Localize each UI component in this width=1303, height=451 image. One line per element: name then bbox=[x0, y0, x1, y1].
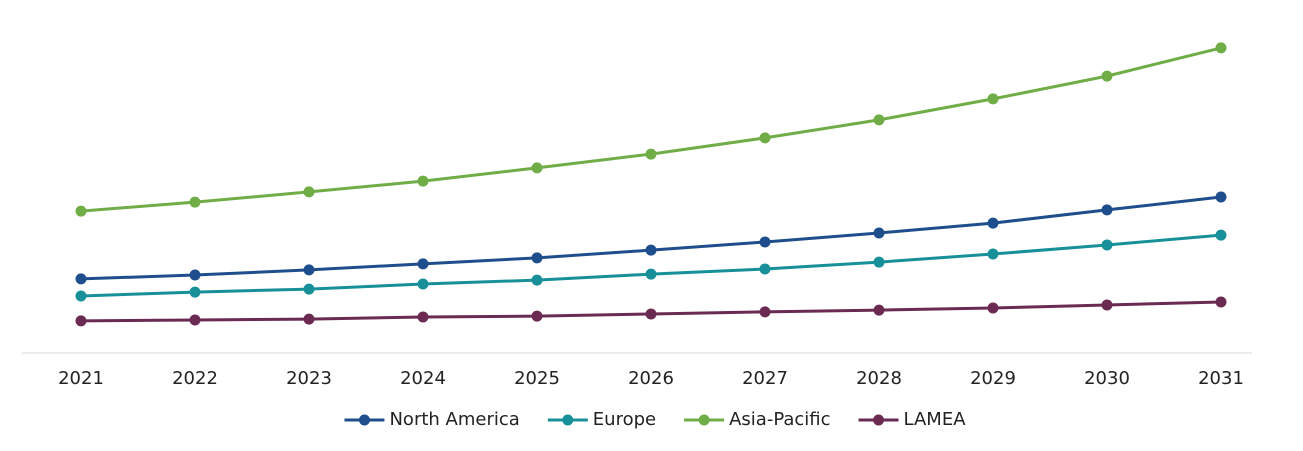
legend-label: North America bbox=[389, 409, 519, 430]
data-point bbox=[645, 244, 657, 256]
legend-label: Asia-Pacific bbox=[729, 409, 830, 430]
data-point bbox=[873, 256, 885, 268]
x-tick-label: 2021 bbox=[58, 368, 104, 389]
x-tick-label: 2029 bbox=[970, 368, 1016, 389]
data-point bbox=[987, 248, 999, 260]
data-point bbox=[1101, 299, 1113, 311]
data-point bbox=[531, 274, 543, 286]
legend-item: Asia-Pacific bbox=[684, 409, 831, 430]
legend-item: Europe bbox=[547, 409, 656, 430]
data-point bbox=[1215, 42, 1227, 54]
data-point bbox=[1101, 239, 1113, 251]
data-point bbox=[417, 278, 429, 290]
data-point bbox=[759, 236, 771, 248]
data-point bbox=[189, 286, 201, 298]
legend-marker bbox=[562, 414, 574, 426]
data-point bbox=[189, 314, 201, 326]
legend-label: Europe bbox=[593, 409, 656, 430]
series-line bbox=[80, 233, 1222, 298]
data-point bbox=[531, 252, 543, 264]
data-point bbox=[75, 290, 87, 302]
x-tick-label: 2022 bbox=[172, 368, 218, 389]
legend-item: LAMEA bbox=[858, 409, 967, 430]
x-tick-label: 2024 bbox=[400, 368, 446, 389]
data-point bbox=[645, 148, 657, 160]
data-point bbox=[873, 304, 885, 316]
data-point bbox=[987, 93, 999, 105]
x-tick-label: 2026 bbox=[628, 368, 674, 389]
data-point bbox=[1101, 204, 1113, 216]
x-tick-label: 2028 bbox=[856, 368, 902, 389]
data-point bbox=[873, 114, 885, 126]
data-point bbox=[303, 264, 315, 276]
series-line bbox=[80, 46, 1222, 213]
data-point bbox=[1101, 70, 1113, 82]
data-point bbox=[1215, 191, 1227, 203]
data-point bbox=[759, 132, 771, 144]
data-point bbox=[1215, 229, 1227, 241]
data-point bbox=[987, 217, 999, 229]
x-tick-label: 2031 bbox=[1198, 368, 1244, 389]
data-point bbox=[759, 263, 771, 275]
legend-marker bbox=[873, 414, 885, 426]
data-point bbox=[531, 310, 543, 322]
legend-item: North America bbox=[344, 409, 520, 430]
data-point bbox=[873, 227, 885, 239]
data-point bbox=[987, 302, 999, 314]
data-point bbox=[645, 268, 657, 280]
data-point bbox=[75, 205, 87, 217]
x-tick-label: 2030 bbox=[1084, 368, 1130, 389]
data-point bbox=[417, 175, 429, 187]
data-point bbox=[417, 258, 429, 270]
legend-marker bbox=[698, 414, 710, 426]
data-point bbox=[759, 306, 771, 318]
data-point bbox=[303, 283, 315, 295]
x-tick-label: 2023 bbox=[286, 368, 332, 389]
data-point bbox=[75, 315, 87, 327]
data-point bbox=[1215, 296, 1227, 308]
data-point bbox=[303, 313, 315, 325]
data-point bbox=[417, 311, 429, 323]
series-line bbox=[80, 195, 1222, 281]
legend-label: LAMEA bbox=[904, 409, 967, 430]
data-point bbox=[531, 162, 543, 174]
x-tick-label: 2027 bbox=[742, 368, 788, 389]
data-point bbox=[645, 308, 657, 320]
data-point bbox=[189, 269, 201, 281]
x-tick-label: 2025 bbox=[514, 368, 560, 389]
legend-marker bbox=[358, 414, 370, 426]
data-point bbox=[303, 186, 315, 198]
data-point bbox=[189, 196, 201, 208]
data-point bbox=[75, 273, 87, 285]
